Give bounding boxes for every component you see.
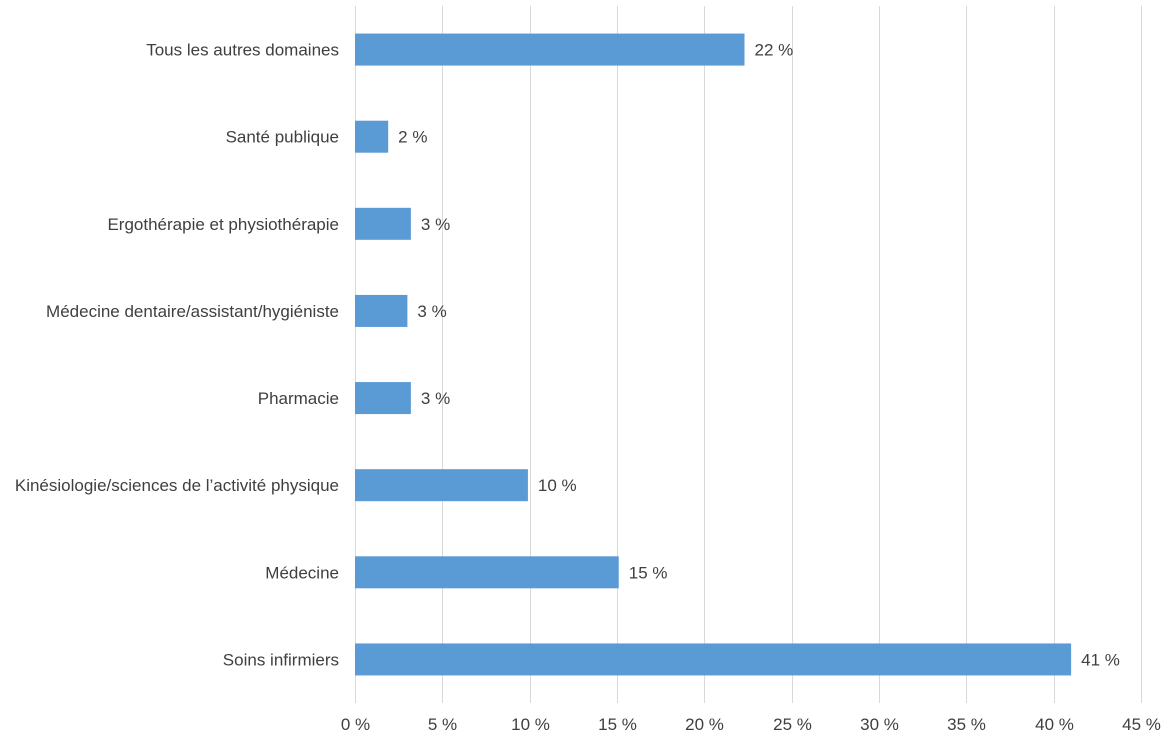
data-label: 2 % — [398, 128, 427, 147]
category-label: Pharmacie — [258, 389, 339, 408]
data-label: 22 % — [755, 41, 794, 60]
data-label: 3 % — [417, 302, 446, 321]
bar — [355, 382, 411, 415]
category-label: Ergothérapie et physiothérapie — [107, 215, 339, 234]
x-tick-label: 5 % — [428, 715, 457, 734]
x-tick-label: 35 % — [947, 715, 986, 734]
category-label: Médecine — [265, 563, 339, 582]
category-label: Kinésiologie/sciences de l’activité phys… — [15, 476, 339, 495]
data-label: 41 % — [1081, 650, 1120, 669]
bar — [355, 469, 528, 502]
category-label: Médecine dentaire/assistant/hygiéniste — [46, 302, 339, 321]
bar — [355, 120, 389, 153]
category-label: Santé publique — [226, 128, 339, 147]
x-tick-label: 15 % — [598, 715, 637, 734]
bar — [355, 643, 1072, 676]
grid-lines — [355, 6, 1142, 703]
data-label: 3 % — [421, 215, 450, 234]
x-tick-label: 10 % — [511, 715, 550, 734]
bars — [355, 33, 1072, 676]
bar — [355, 33, 745, 66]
x-tick-label: 45 % — [1122, 715, 1161, 734]
bar — [355, 294, 408, 327]
x-tick-label: 25 % — [773, 715, 812, 734]
bar — [355, 207, 411, 240]
data-label: 3 % — [421, 389, 450, 408]
data-label: 15 % — [629, 563, 668, 582]
x-tick-label: 0 % — [341, 715, 370, 734]
data-labels: 22 % 2 % 3 % 3 % 3 % 10 % 15 % 41 % — [398, 41, 1120, 670]
x-axis-tick-labels: 0 % 5 % 10 % 15 % 20 % 25 % 30 % 35 % 40 % 45 % — [341, 715, 1161, 734]
category-label: Tous les autres domaines — [146, 41, 339, 60]
x-tick-label: 30 % — [860, 715, 899, 734]
category-label: Soins infirmiers — [223, 650, 339, 669]
x-tick-label: 20 % — [685, 715, 724, 734]
category-labels: Tous les autres domaines Santé publique Er… — [15, 41, 339, 670]
data-label: 10 % — [538, 476, 577, 495]
x-tick-label: 40 % — [1035, 715, 1074, 734]
bar — [355, 556, 619, 589]
